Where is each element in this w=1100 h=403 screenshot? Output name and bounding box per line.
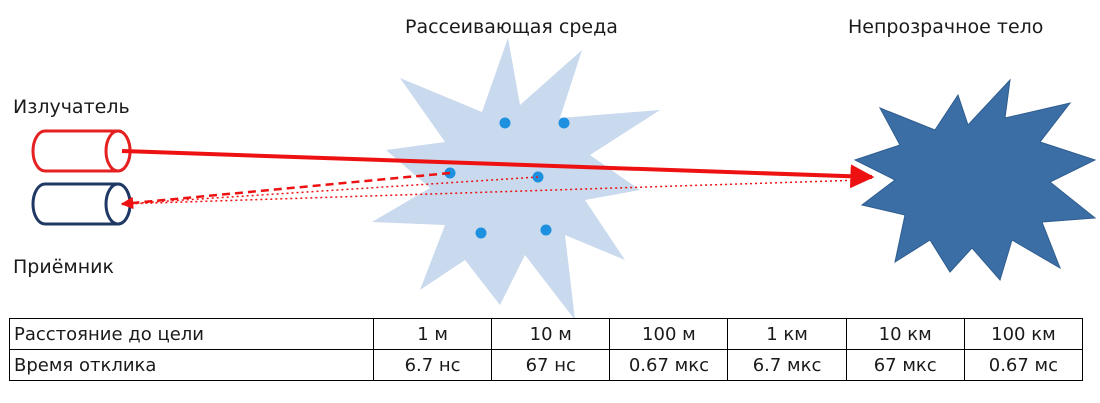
opaque-body-shape bbox=[853, 78, 1097, 282]
table-row: Время отклика 6.7 нс 67 нс 0.67 мкс 6.7 … bbox=[9, 349, 1084, 381]
distance-response-table: Расстояние до цели 1 м 10 м 100 м 1 км 1… bbox=[9, 318, 1084, 381]
row-header-response-time: Время отклика bbox=[9, 349, 374, 381]
emitter-label: Излучатель bbox=[13, 96, 130, 118]
table-cell: 100 м bbox=[609, 318, 729, 350]
table-row: Расстояние до цели 1 м 10 м 100 м 1 км 1… bbox=[9, 318, 1084, 350]
table-cell: 10 м bbox=[491, 318, 611, 350]
emitter-cylinder bbox=[31, 129, 132, 173]
particle bbox=[540, 224, 552, 236]
table-cell: 67 мкс bbox=[845, 349, 965, 381]
particle bbox=[558, 117, 570, 129]
receiver-cylinder bbox=[31, 182, 132, 226]
receiver-label: Приёмник bbox=[13, 256, 114, 278]
table-cell: 100 км bbox=[963, 318, 1084, 350]
particle bbox=[499, 117, 511, 129]
table-cell: 0.67 мс bbox=[963, 349, 1084, 381]
table-cell: 10 км bbox=[845, 318, 965, 350]
table-cell: 0.67 мкс bbox=[609, 349, 729, 381]
row-header-distance: Расстояние до цели bbox=[9, 318, 374, 350]
table-cell: 6.7 нс bbox=[372, 349, 493, 381]
table-cell: 67 нс bbox=[491, 349, 611, 381]
table-cell: 6.7 мкс bbox=[727, 349, 847, 381]
return-beam-medium-dashed bbox=[120, 171, 451, 210]
opaque-body-label: Непрозрачное тело bbox=[848, 16, 1044, 38]
table-cell: 1 км bbox=[727, 318, 847, 350]
return-beam-body-dotted bbox=[121, 179, 863, 205]
particle bbox=[475, 227, 487, 239]
outgoing-beam bbox=[121, 149, 875, 189]
table-cell: 1 м bbox=[372, 318, 493, 350]
scattering-medium-shape bbox=[372, 38, 660, 320]
scattering-medium-label: Рассеивающая среда bbox=[405, 16, 618, 38]
